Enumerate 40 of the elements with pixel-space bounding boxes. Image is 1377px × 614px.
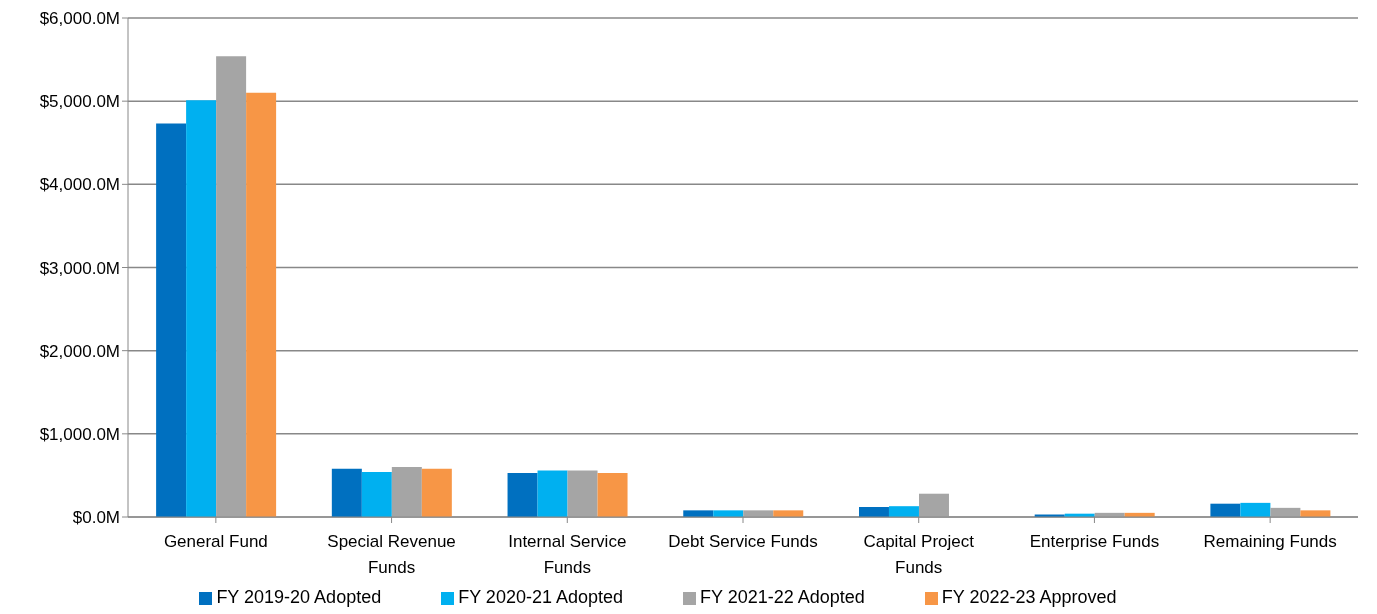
x-tick-label: Special Revenue Funds [327, 532, 456, 577]
y-tick-label: $6,000.0M [39, 9, 120, 29]
y-tick-label: $1,000.0M [39, 424, 120, 444]
x-tick-label: Internal Service Funds [508, 532, 627, 577]
bar [858, 507, 889, 517]
bar [361, 472, 392, 517]
bar [597, 472, 628, 517]
legend-label: FY 2019-20 Adopted [216, 587, 382, 607]
bar [918, 493, 949, 517]
y-tick-label: $5,000.0M [39, 92, 120, 112]
bar [743, 510, 774, 517]
bar [683, 510, 714, 517]
legend-label: FY 2021-22 Adopted [700, 587, 865, 607]
bar [537, 470, 568, 517]
bar [888, 506, 919, 517]
legend-label: FY 2022-23 Approved [941, 587, 1117, 607]
y-tick-label: $4,000.0M [39, 175, 120, 195]
bar [1210, 503, 1241, 517]
bar [1300, 510, 1331, 517]
y-tick-label: $2,000.0M [39, 341, 120, 361]
x-tick-label: Enterprise Funds [1029, 532, 1160, 551]
bar [216, 56, 247, 517]
bar [391, 467, 422, 517]
y-tick-label: $0.0M [72, 508, 120, 528]
bar [713, 510, 744, 517]
bar [246, 92, 277, 517]
bar [156, 123, 187, 517]
bar [1240, 502, 1271, 517]
bar [567, 470, 598, 517]
legend-label: FY 2020-21 Adopted [458, 587, 623, 607]
y-tick-label: $3,000.0M [39, 258, 120, 278]
x-tick-label: General Fund [163, 532, 268, 551]
x-tick-label: Debt Service Funds [668, 532, 818, 551]
bar [331, 468, 362, 517]
bar [186, 100, 217, 517]
bar [773, 510, 804, 517]
x-tick-label: Capital Project Funds [863, 532, 975, 577]
bar [421, 468, 452, 517]
x-tick-label: Remaining Funds [1203, 532, 1337, 551]
bar [507, 472, 538, 517]
